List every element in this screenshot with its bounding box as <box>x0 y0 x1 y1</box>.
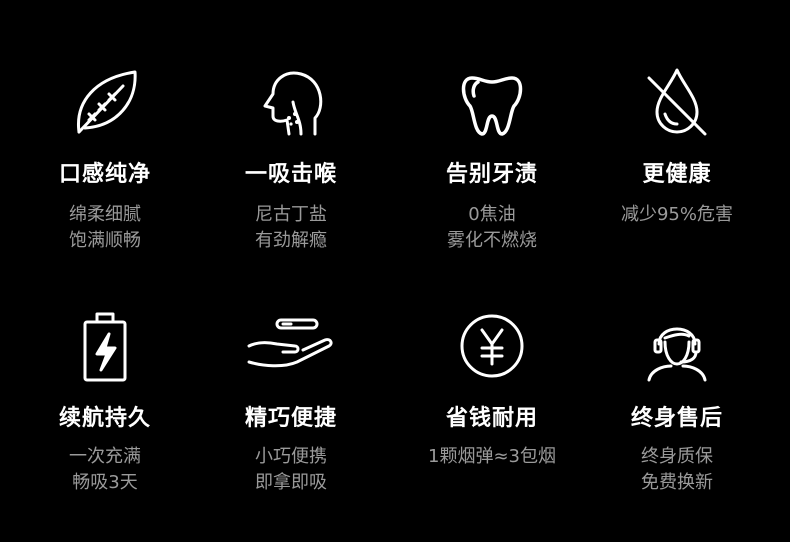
feature-healthier: 更健康 减少95%危害 <box>582 62 772 262</box>
yen-coin-icon <box>452 306 532 386</box>
headset-service-icon <box>637 306 717 386</box>
feature-subtitle-line2: 免费换新 <box>641 472 713 493</box>
leaf-icon <box>65 62 145 142</box>
feature-subtitle-line1: 减少95%危害 <box>620 204 733 225</box>
feature-subtitle-line1: 尼古丁盐 <box>255 204 327 225</box>
tooth-icon <box>452 62 532 142</box>
feature-subtitle-line1: 绵柔细腻 <box>69 204 141 225</box>
feature-subtitle-line2: 有劲解瘾 <box>255 230 327 251</box>
feature-subtitle-line2: 畅吸3天 <box>72 472 138 493</box>
feature-subtitle-line1: 1颗烟弹≈3包烟 <box>428 446 556 467</box>
feature-after-sales: 终身售后 终身质保 免费换新 <box>582 306 772 506</box>
feature-taste: 口感纯净 绵柔细腻 饱满顺畅 <box>10 62 200 262</box>
feature-title: 口感纯净 <box>58 162 151 187</box>
feature-subtitle-line2: 即拿即吸 <box>255 472 327 493</box>
feature-battery-life: 续航持久 一次充满 畅吸3天 <box>10 306 200 506</box>
hand-device-icon <box>243 306 339 386</box>
feature-title: 省钱耐用 <box>445 406 538 431</box>
feature-subtitle-line1: 一次充满 <box>69 446 141 467</box>
feature-title: 精巧便捷 <box>244 406 337 431</box>
feature-throat-hit: 一吸击喉 尼古丁盐 有劲解瘾 <box>196 62 386 262</box>
feature-cost-saving: 省钱耐用 1颗烟弹≈3包烟 <box>397 306 587 506</box>
battery-icon <box>65 306 145 386</box>
feature-title: 告别牙渍 <box>445 162 538 187</box>
feature-portable: 精巧便捷 小巧便携 即拿即吸 <box>196 306 386 506</box>
head-throat-icon <box>251 62 331 142</box>
feature-title: 更健康 <box>642 162 712 187</box>
feature-subtitle-line2: 雾化不燃烧 <box>447 230 537 251</box>
feature-subtitle-line1: 小巧便携 <box>255 446 327 467</box>
feature-subtitle-line1: 终身质保 <box>641 446 713 467</box>
feature-title: 一吸击喉 <box>244 162 337 187</box>
no-drop-icon <box>637 62 717 142</box>
feature-title: 续航持久 <box>58 406 151 431</box>
feature-subtitle-line1: 0焦油 <box>468 204 516 225</box>
feature-title: 终身售后 <box>630 406 723 431</box>
feature-no-stains: 告别牙渍 0焦油 雾化不燃烧 <box>397 62 587 262</box>
feature-subtitle-line2: 饱满顺畅 <box>69 230 141 251</box>
